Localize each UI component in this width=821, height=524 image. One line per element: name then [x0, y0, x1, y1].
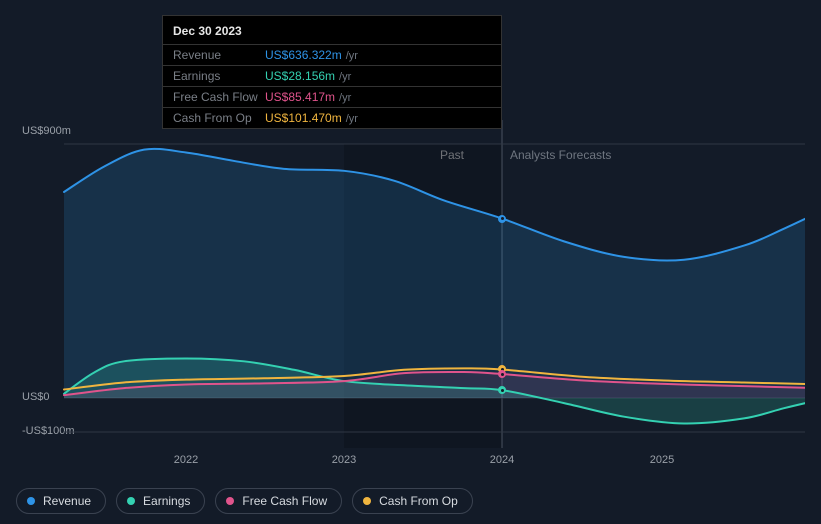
legend-dot-icon — [226, 497, 234, 505]
x-axis-label: 2022 — [174, 454, 198, 466]
tooltip-row-unit: /yr — [339, 92, 351, 104]
hover-tooltip: Dec 30 2023 RevenueUS$636.322m/yrEarning… — [162, 15, 502, 129]
legend: Revenue Earnings Free Cash Flow Cash From O… — [16, 488, 473, 514]
tooltip-row-label: Earnings — [173, 69, 265, 83]
tooltip-row: Free Cash FlowUS$85.417m/yr — [163, 86, 501, 107]
legend-dot-icon — [27, 497, 35, 505]
tooltip-row-unit: /yr — [346, 50, 358, 62]
legend-item-label: Free Cash Flow — [242, 494, 327, 508]
tooltip-row-value: US$28.156m — [265, 69, 335, 83]
x-axis-label: 2025 — [650, 454, 674, 466]
legend-dot-icon — [363, 497, 371, 505]
tooltip-row-value: US$636.322m — [265, 48, 342, 62]
legend-dot-icon — [127, 497, 135, 505]
tooltip-row-label: Cash From Op — [173, 111, 265, 125]
legend-item-cash_from_op[interactable]: Cash From Op — [352, 488, 473, 514]
legend-item-free_cash_flow[interactable]: Free Cash Flow — [215, 488, 342, 514]
hover-marker-free_cash_flow — [498, 370, 506, 378]
x-axis-label: 2024 — [490, 454, 514, 466]
tooltip-row-unit: /yr — [339, 71, 351, 83]
tooltip-date: Dec 30 2023 — [163, 16, 501, 44]
tooltip-row: RevenueUS$636.322m/yr — [163, 44, 501, 65]
tooltip-row-value: US$101.470m — [265, 111, 342, 125]
x-axis-label: 2023 — [332, 454, 356, 466]
legend-item-revenue[interactable]: Revenue — [16, 488, 106, 514]
tooltip-row-label: Revenue — [173, 48, 265, 62]
legend-item-label: Earnings — [143, 494, 190, 508]
tooltip-row-value: US$85.417m — [265, 90, 335, 104]
legend-item-label: Cash From Op — [379, 494, 458, 508]
tooltip-row: Cash From OpUS$101.470m/yr — [163, 107, 501, 128]
tooltip-row: EarningsUS$28.156m/yr — [163, 65, 501, 86]
hover-marker-revenue — [498, 215, 506, 223]
legend-item-label: Revenue — [43, 494, 91, 508]
legend-item-earnings[interactable]: Earnings — [116, 488, 205, 514]
tooltip-row-label: Free Cash Flow — [173, 90, 265, 104]
financials-chart: Dec 30 2023 RevenueUS$636.322m/yrEarning… — [16, 0, 805, 524]
tooltip-row-unit: /yr — [346, 113, 358, 125]
hover-marker-earnings — [498, 386, 506, 394]
